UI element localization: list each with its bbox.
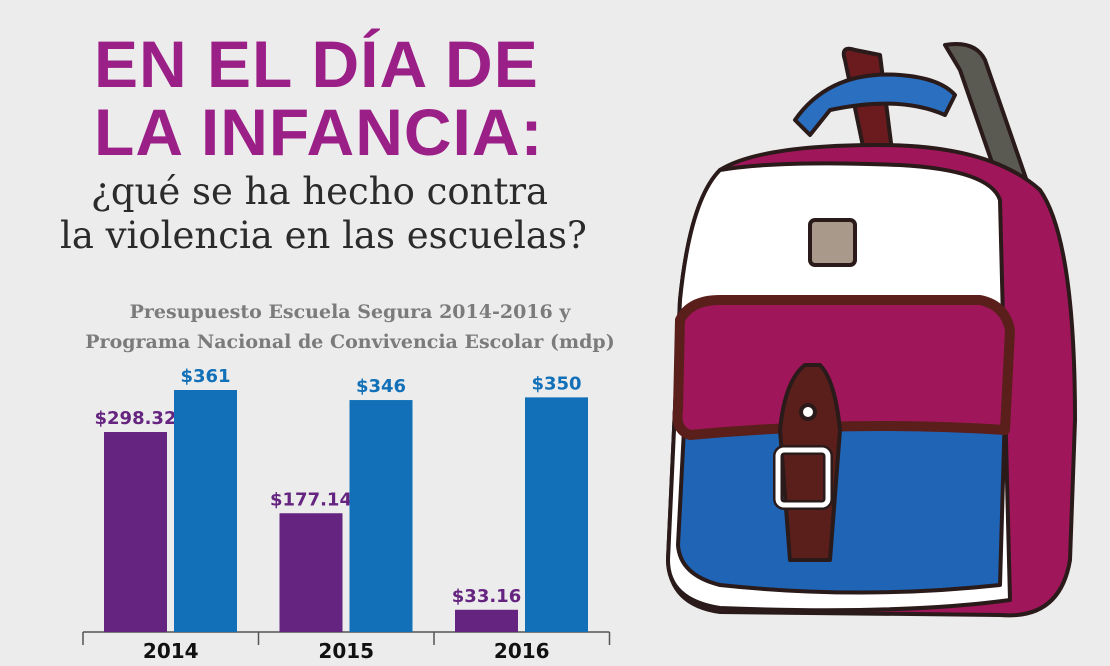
chart-title-line-1: Presupuesto Escuela Segura 2014-2016 y [129, 301, 571, 323]
bar-2015-series-1 [279, 513, 343, 632]
bar-2015-series-2 [349, 400, 413, 632]
bar-2014-series-1 [104, 432, 167, 632]
data-label: $346 [356, 376, 406, 397]
front-pocket-blue [676, 408, 1007, 595]
buckle-hole [799, 403, 817, 421]
bar-chart: $298.32$361 2014 $177.14 $346 2015 $33.16 $350… [82, 366, 611, 663]
bar-2016-series-2 [525, 397, 588, 632]
x-tick-label: 2014 [143, 639, 199, 663]
data-label: $177.14 [270, 489, 352, 510]
buckle-highlight [775, 447, 831, 508]
patch [808, 218, 857, 267]
x-tick-label: 2015 [318, 639, 374, 663]
x-tick-label: 2016 [494, 639, 550, 663]
headline-line-2: LA INFANCIA: [94, 95, 544, 169]
buckle-strap [778, 363, 842, 562]
subheadline-line-2: la violencia en las escuelas? [60, 214, 587, 257]
data-label: $350 [531, 373, 581, 394]
front-pocket-flap [672, 295, 1015, 440]
handle [793, 72, 957, 137]
data-label: $33.16 [452, 586, 521, 607]
bar-2014-series-2 [174, 390, 237, 632]
data-label: $361 [180, 366, 230, 387]
headline-line-1: EN EL DÍA DE [94, 27, 539, 101]
data-label: $298.32 [95, 408, 177, 429]
chart-title-line-2: Programa Nacional de Convivencia Escolar… [85, 331, 615, 353]
bar-2016-series-1 [455, 609, 518, 632]
subheadline-line-1: ¿qué se ha hecho contra [91, 170, 549, 213]
